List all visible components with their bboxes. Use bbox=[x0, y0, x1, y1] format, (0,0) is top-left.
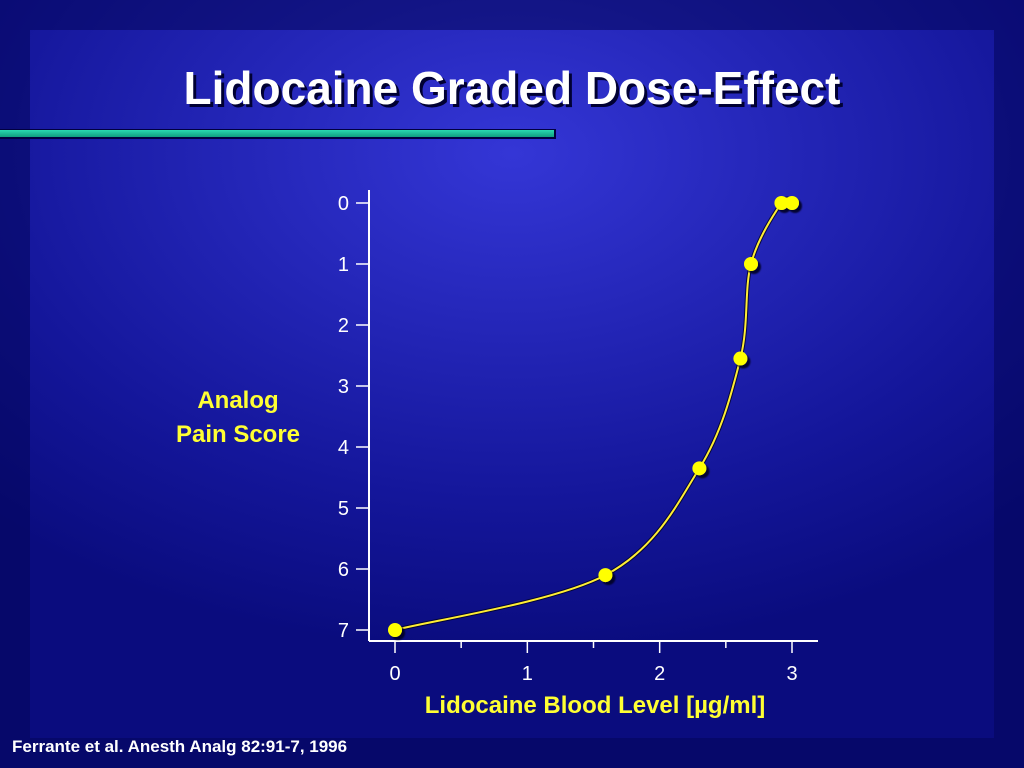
y-tick-label: 1 bbox=[338, 254, 349, 276]
citation-footer: Ferrante et al. Anesth Analg 82:91-7, 19… bbox=[12, 737, 348, 756]
x-tick-label: 2 bbox=[654, 663, 665, 685]
slide-title: Lidocaine Graded Dose-Effect bbox=[183, 62, 841, 114]
title-underline-bar bbox=[0, 129, 556, 139]
series-curve bbox=[394, 197, 793, 631]
y-tick-label: 4 bbox=[338, 437, 349, 459]
data-point bbox=[388, 623, 402, 637]
y-axis-label: Analog Pain Score bbox=[158, 384, 318, 452]
x-tick-label: 0 bbox=[389, 663, 400, 685]
y-tick-label: 6 bbox=[338, 559, 349, 581]
x-tick-label: 3 bbox=[786, 663, 797, 685]
data-point bbox=[774, 196, 789, 210]
data-point-markers bbox=[388, 196, 799, 637]
y-tick-label: 7 bbox=[338, 620, 349, 642]
x-tick-label: 1 bbox=[522, 663, 533, 685]
series-curve-outline bbox=[394, 196, 794, 632]
x-axis-label: Lidocaine Blood Level [µg/ml] bbox=[424, 692, 766, 719]
x-axis-ticks: 0 1 2 3 bbox=[389, 641, 798, 685]
data-point bbox=[692, 461, 707, 476]
data-point bbox=[785, 196, 799, 210]
data-point bbox=[598, 568, 613, 583]
series-curve-group bbox=[394, 196, 794, 632]
y-tick-label: 2 bbox=[338, 315, 349, 337]
y-axis-label-line-2: Pain Score bbox=[175, 421, 301, 448]
y-tick-label: 0 bbox=[338, 193, 349, 215]
data-point bbox=[743, 257, 758, 271]
y-tick-label: 3 bbox=[338, 376, 349, 398]
data-point bbox=[733, 351, 748, 366]
y-axis-ticks: 0 1 2 3 4 5 6 7 bbox=[338, 193, 369, 642]
y-axis-label-line-1: Analog bbox=[197, 387, 279, 414]
y-tick-label: 5 bbox=[338, 498, 349, 520]
